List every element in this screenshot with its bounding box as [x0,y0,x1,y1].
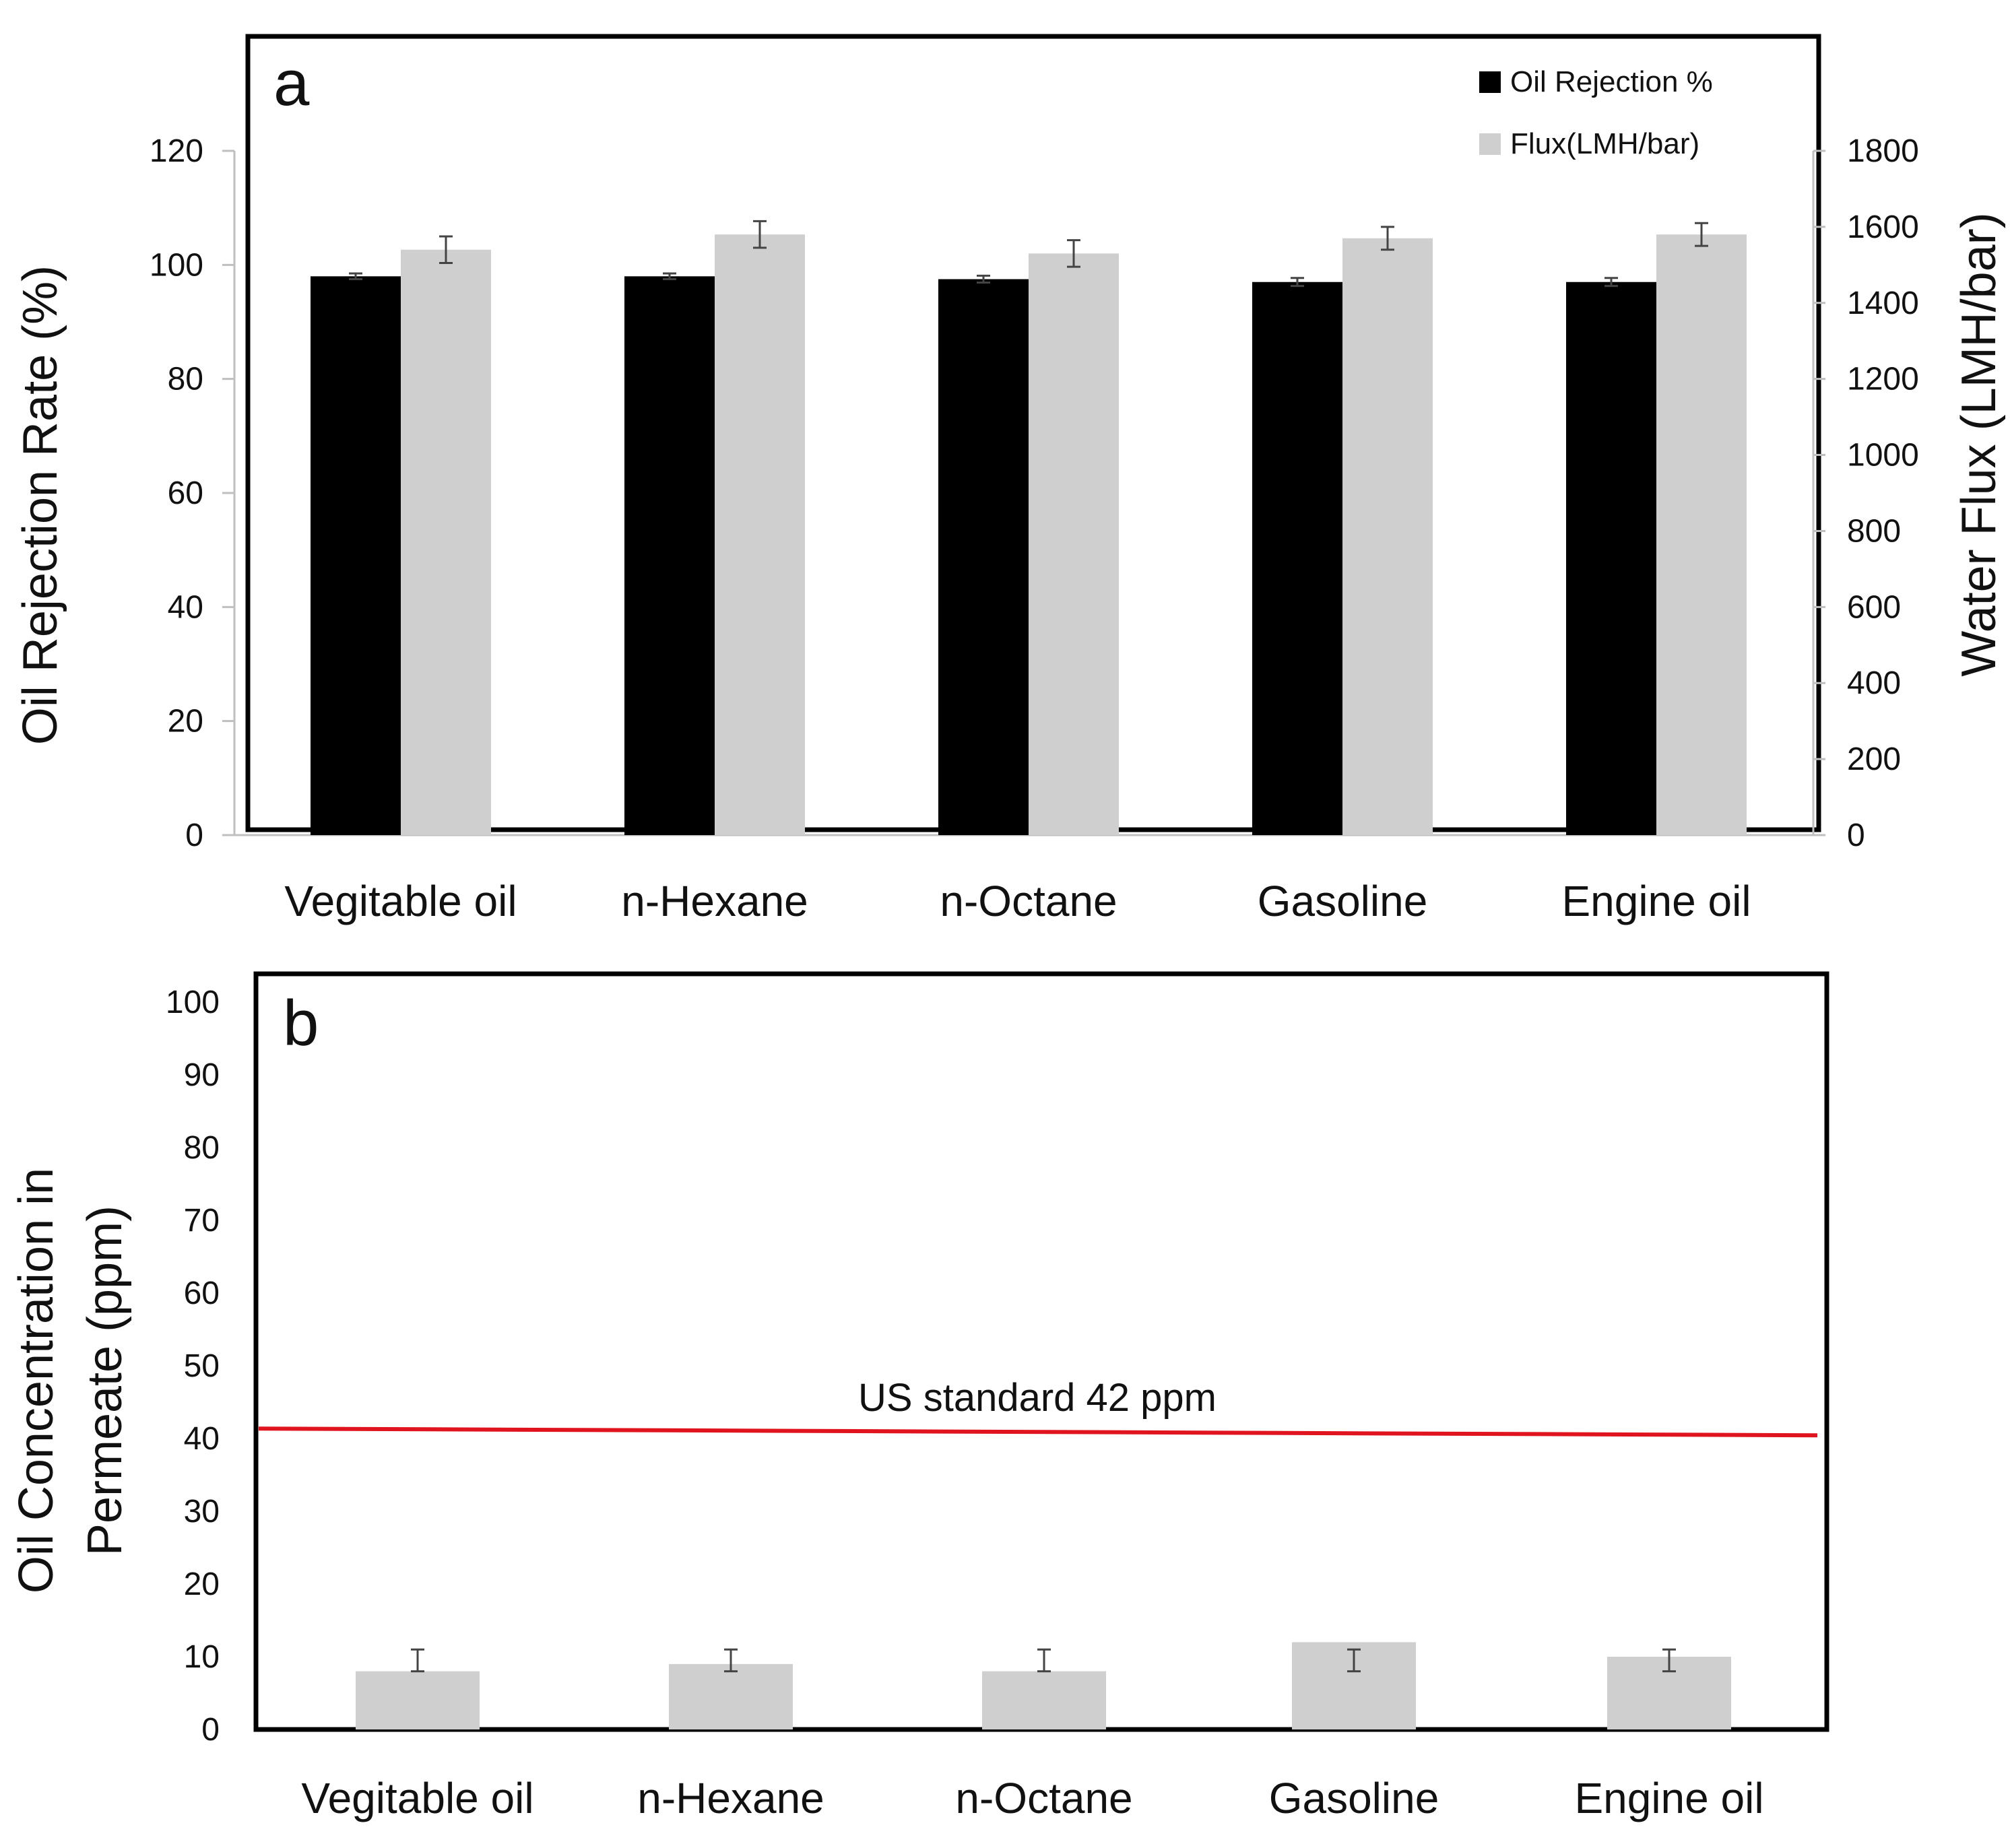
panel-a-error-bar-flux [1067,239,1080,268]
panel-a-left-tick-label: 120 [150,133,203,169]
panel-a-legend-swatch [1479,71,1501,93]
panel-b-axis-title-line: Permeate (ppm) [78,1206,132,1556]
panel-b-tick-label: 90 [184,1057,220,1093]
panel-b-category-label: n-Octane [955,1774,1132,1822]
panel-a-bar-flux [715,234,805,836]
panel-a-error-bar-flux [1695,222,1708,247]
panel-b-tick-label: 100 [166,985,220,1020]
panel-a-bar-rejection [624,276,715,835]
panel-a-bar-flux [1029,253,1119,835]
panel-b-error-bar [411,1648,424,1673]
panel-a-right-tick-label: 200 [1847,741,1901,777]
panel-a-right-tick-label: 1600 [1847,209,1919,245]
panel-a-right-tick-label: 600 [1847,589,1901,625]
panel-a-left-tick-label: 60 [168,475,203,511]
panel-a-bar-flux [1342,238,1433,835]
panel-b-tick-label: 40 [184,1421,220,1457]
panel-b-tick-label: 50 [184,1348,220,1384]
panel-a-right-tick-label: 800 [1847,513,1901,549]
panel-a-left-tick-label: 20 [168,704,203,739]
panel-a-right-tick-label: 400 [1847,665,1901,701]
panel-a-right-tick-label: 1200 [1847,362,1919,397]
panel-b-bar [669,1663,793,1729]
panel-a-left-tick-label: 0 [185,818,203,853]
panel-a-category-label: Engine oil [1561,877,1751,925]
panel-b-error-bar [1662,1648,1676,1673]
panel-a-right-tick-label: 1800 [1847,133,1919,169]
panel-a-error-bar-rejection [1604,277,1618,288]
panel-a-category-label: n-Octane [940,877,1117,925]
panel-b-error-bar [1347,1648,1361,1673]
panel-a-error-bar-rejection [349,272,362,280]
panel-b-tick-label: 70 [184,1203,220,1239]
panel-a-category-label: Gasoline [1258,877,1428,925]
panel-b-axis-title-line: Oil Concentration in [9,1168,63,1593]
panel-a-bar-rejection [1252,282,1342,835]
panel-b-reference-label: US standard 42 ppm [858,1376,1217,1420]
panel-a-category-label: n-Hexane [621,877,808,925]
panel-a-right-axis-title: Water Flux (LMH/bar) [1952,212,2006,676]
panel-b-error-bar [724,1648,738,1673]
panel-a-category-label: Vegitable oil [284,877,517,925]
panel-b-tick-label: 80 [184,1130,220,1166]
panel-b-category-label: n-Hexane [637,1774,824,1822]
panel-b-letter: b [283,987,319,1059]
panel-a-left-tick-label: 40 [168,589,203,625]
panel-b-category-label: Vegitable oil [301,1774,533,1822]
panel-a-right-tick-label: 0 [1847,818,1865,853]
panel-a-right-tick-label: 1000 [1847,438,1919,473]
panel-a-bar-rejection [311,276,401,835]
panel-a-left-tick-label: 80 [168,362,203,397]
panel-a-error-bar-rejection [1291,277,1304,288]
panel-a-right-tick-label: 1400 [1847,286,1919,321]
panel-b-category-label: Engine oil [1574,1774,1763,1822]
panel-b-tick-label: 30 [184,1494,220,1529]
panel-b-error-bar [1037,1648,1051,1673]
panel-b-tick-label: 20 [184,1566,220,1602]
panel-b-tick-label: 10 [184,1639,220,1675]
panel-a-bar-rejection [938,279,1029,835]
panel-a-bar-flux [1656,234,1747,836]
panel-a-legend-swatch [1479,133,1501,155]
panel-a-legend-label: Oil Rejection % [1510,65,1713,98]
panel-b-bar [356,1671,480,1729]
panel-a-bar-rejection [1566,282,1656,835]
panel-a-left-axis-title: Oil Rejection Rate (%) [13,265,67,745]
panel-a-left-tick-label: 100 [150,247,203,283]
panel-b-tick-label: 60 [184,1276,220,1311]
panel-a-error-bar-rejection [977,274,990,284]
panel-a-error-bar-flux [753,220,767,249]
panel-a-letter: a [273,47,310,119]
panel-b-tick-label: 0 [201,1712,220,1748]
panel-b-reference-line [258,1426,1818,1438]
panel-a-bar-flux [401,249,491,835]
panel-b-frame [253,971,1829,1732]
panel-b-category-label: Gasoline [1269,1774,1439,1822]
panel-a-error-bar-rejection [663,272,676,280]
panel-a-error-bar-flux [1381,226,1394,251]
panel-b-bar [982,1671,1106,1729]
panel-a-error-bar-flux [439,235,453,265]
panel-a-legend-label: Flux(LMH/bar) [1510,127,1699,160]
